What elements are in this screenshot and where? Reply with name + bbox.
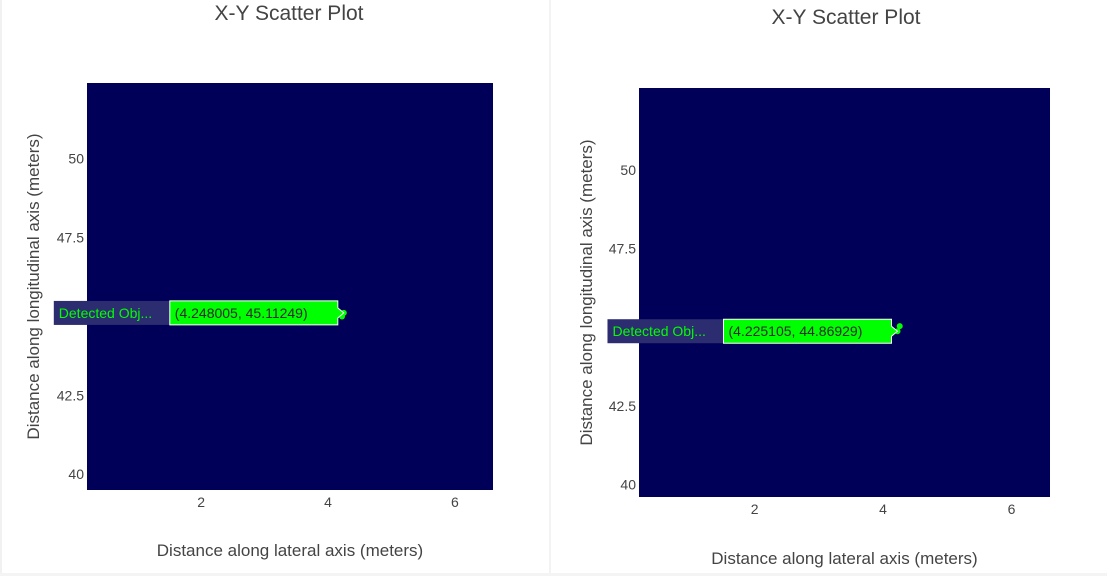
scatter-panel-left: X-Y Scatter Plot Distance along lateral … (0, 0, 550, 576)
y-tick-label: 47.5 (609, 240, 636, 256)
chart-title: X-Y Scatter Plot (771, 6, 920, 29)
bottom-edge-border (0, 573, 1107, 576)
plot-area[interactable] (639, 88, 1050, 497)
x-tick-label: 4 (879, 501, 887, 517)
y-axis-title: Distance along longitudinal axis (meters… (24, 133, 43, 439)
panel-divider (549, 0, 551, 576)
hover-series-name: Detected Obj... (612, 323, 705, 339)
chart-title: X-Y Scatter Plot (214, 2, 363, 25)
y-axis-title: Distance along longitudinal axis (meters… (577, 139, 596, 445)
y-tick-label: 47.5 (57, 230, 84, 246)
hover-series-name: Detected Obj... (59, 305, 152, 321)
hover-name-box (607, 319, 724, 344)
y-tick-label: 40 (68, 466, 84, 482)
y-tick-label: 42.5 (609, 398, 636, 414)
hover-value-box (722, 318, 899, 344)
x-tick-label: 6 (1008, 501, 1016, 517)
x-axis-title: Distance along lateral axis (meters) (157, 541, 423, 560)
y-tick-label: 40 (620, 476, 636, 492)
x-tick-label: 2 (751, 501, 759, 517)
left-edge-border (0, 0, 2, 576)
data-point[interactable] (896, 323, 903, 330)
hover-name-box (53, 300, 170, 325)
x-tick-label: 4 (324, 494, 332, 510)
hover-value-text: (4.225105, 44.86929) (728, 323, 862, 339)
scatter-chart-left[interactable]: X-Y Scatter Plot Distance along lateral … (0, 0, 550, 576)
y-tick-label: 50 (620, 162, 636, 178)
y-tick-label: 50 (68, 151, 84, 167)
y-tick-label: 42.5 (57, 387, 84, 403)
plot-area[interactable] (87, 83, 493, 490)
scatter-chart-right[interactable]: X-Y Scatter Plot Distance along lateral … (550, 0, 1107, 576)
hover-value-text: (4.248005, 45.11249) (175, 305, 308, 321)
x-axis-title: Distance along lateral axis (meters) (711, 549, 977, 568)
x-tick-label: 2 (197, 494, 205, 510)
scatter-panel-right: X-Y Scatter Plot Distance along lateral … (550, 0, 1107, 576)
x-tick-label: 6 (451, 494, 459, 510)
hover-value-box (169, 300, 345, 326)
